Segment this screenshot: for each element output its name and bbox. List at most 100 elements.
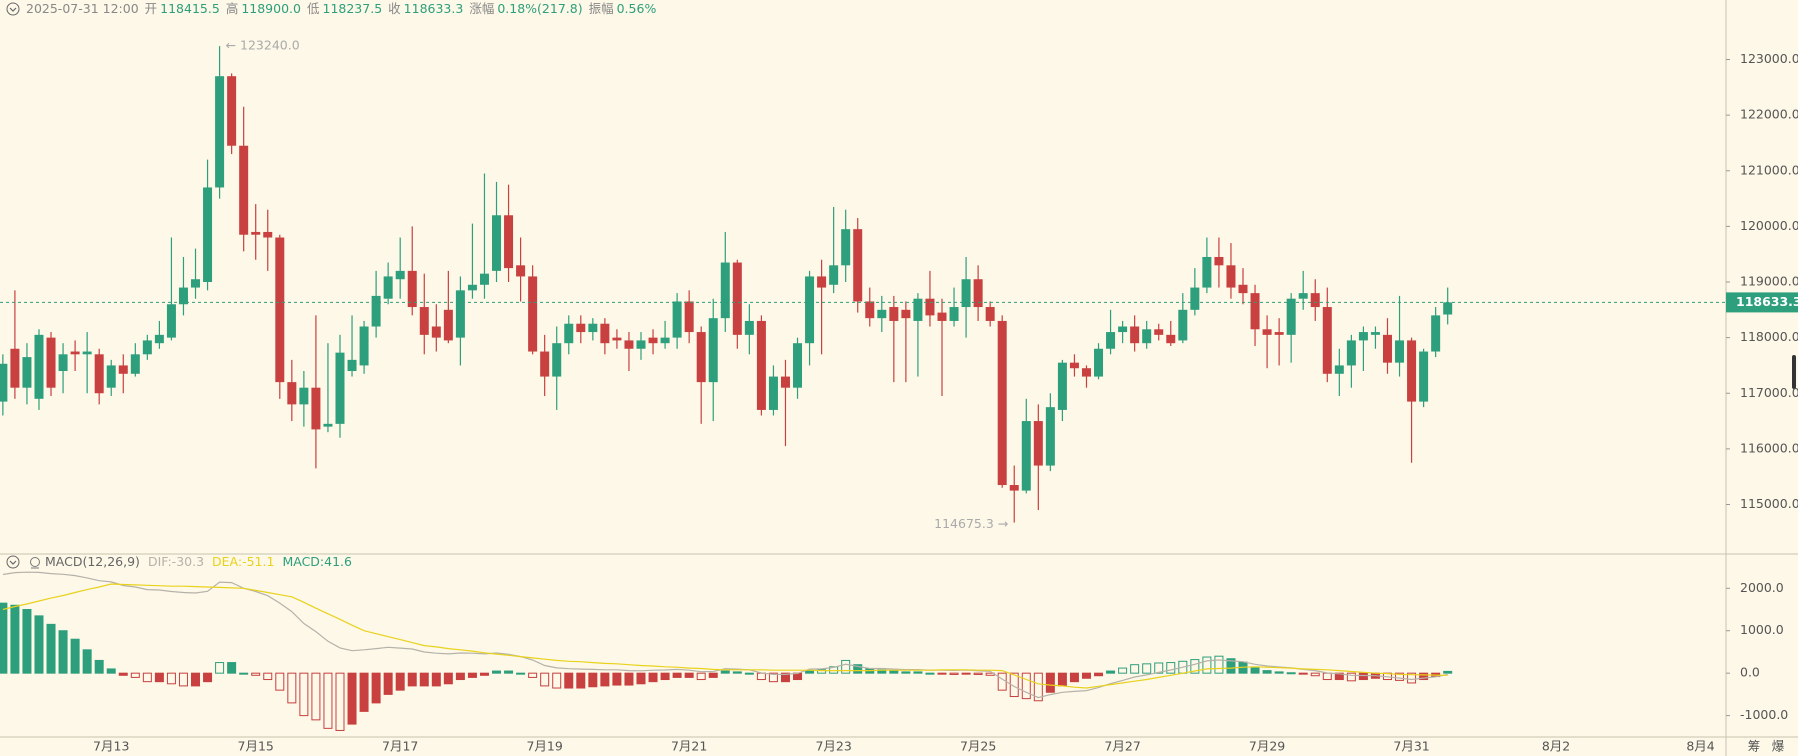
x-tick-label: 7月25 [960, 739, 996, 754]
candle-body [46, 337, 56, 388]
candle-body [311, 387, 321, 430]
macd-bar [1033, 672, 1043, 702]
candle-body [287, 382, 297, 405]
macd-bar [1021, 672, 1031, 700]
candle-body [1358, 332, 1368, 341]
macd-bar [889, 670, 899, 674]
macd-header: MACD(12,26,9) DIF:-30.3 DEA:-51.1 MACD:41.6 [45, 554, 352, 569]
low-annotation: 114675.3 → [934, 516, 1008, 531]
candle-body [720, 262, 730, 319]
candle-body [1142, 329, 1152, 344]
candle-body [901, 309, 911, 319]
macd-bar [82, 649, 92, 674]
macd-bar [1226, 658, 1236, 674]
macd-bar [1154, 662, 1164, 674]
macd-bar [576, 672, 586, 689]
candle-body [455, 290, 465, 338]
candle-body [600, 323, 610, 344]
toolbar-button[interactable]: 爆 [1772, 739, 1785, 754]
macd-bar [540, 672, 550, 687]
collapse-icon[interactable] [6, 555, 20, 569]
legend-entry: DIF:-30.3 [148, 554, 204, 569]
candle-body [865, 301, 875, 319]
macd-bar [973, 672, 983, 675]
candle-body [1214, 256, 1224, 266]
toolbar-button[interactable]: 筹 [1748, 739, 1761, 754]
macd-bar [1250, 667, 1260, 674]
macd-bar [600, 672, 610, 687]
macd-bar [720, 670, 730, 674]
candle-body [275, 237, 285, 383]
x-tick-label: 7月29 [1249, 739, 1285, 754]
ohlc-header: 2025-07-31 12:00 开 118415.5 高 118900.0 低 11823… [26, 1, 656, 16]
candle-body [504, 215, 514, 269]
candle-body [756, 320, 766, 410]
macd-bar [708, 672, 718, 678]
macd-bar [612, 672, 622, 686]
candle-body [1021, 421, 1031, 491]
candle-body [94, 354, 104, 394]
macd-bar [1190, 659, 1200, 674]
macd-bar [1274, 671, 1284, 674]
candle-body [215, 76, 225, 188]
candle-body [166, 304, 176, 338]
macd-bar [479, 672, 489, 676]
macd-bar [817, 669, 827, 674]
candle-body [467, 284, 477, 291]
candle-body [1130, 326, 1140, 344]
candle-body [0, 363, 8, 402]
macd-bar [227, 662, 237, 674]
candle-body [612, 337, 622, 341]
candle-body [191, 279, 201, 288]
candle-body [1262, 329, 1272, 335]
macd-bar [335, 672, 345, 731]
candle-body [1118, 326, 1128, 333]
macd-bar [431, 672, 441, 687]
candle-body [805, 276, 815, 344]
macd-bar [1358, 672, 1368, 681]
candle-body [347, 359, 357, 372]
x-tick-label: 7月19 [526, 739, 562, 754]
macd-bar [1166, 662, 1176, 674]
y-tick-label: 115000.0 [1740, 496, 1798, 511]
candle-body [636, 340, 646, 349]
candle-body [648, 337, 658, 344]
legend-entry: DEA:-51.1 [212, 554, 274, 569]
candle-body [323, 423, 333, 427]
candle-body [1419, 351, 1429, 402]
header-label: 低 [307, 1, 320, 16]
collapse-icon[interactable] [6, 2, 20, 16]
y-tick-label: 2000.0 [1740, 580, 1784, 595]
last-price-box [1726, 292, 1798, 313]
candle-body [299, 387, 309, 405]
x-tick-label: 7月23 [815, 739, 851, 754]
candle-body [395, 270, 405, 280]
macd-bar [756, 672, 766, 681]
candle-body [1382, 334, 1392, 363]
macd-bar [1322, 672, 1332, 681]
candle-body [564, 323, 574, 344]
x-tick-label: 7月13 [93, 739, 129, 754]
macd-bar [624, 672, 634, 686]
candle-body [1274, 332, 1284, 335]
macd-bar [1214, 655, 1224, 674]
macd-bar [1118, 667, 1128, 674]
macd-bar [937, 672, 947, 675]
scroll-handle[interactable] [1792, 355, 1796, 389]
x-tick-label: 7月31 [1393, 739, 1429, 754]
candle-body [1081, 368, 1091, 377]
macd-bar [913, 671, 923, 674]
candle-body [1250, 293, 1260, 330]
macd-bar [203, 672, 213, 683]
candle-body [997, 320, 1007, 486]
candle-body [1178, 309, 1188, 341]
macd-bar [528, 672, 538, 678]
header-value: 118633.3 [404, 1, 464, 16]
candle-body [479, 273, 489, 285]
candle-body [877, 309, 887, 319]
candle-body [949, 307, 959, 321]
macd-bar [34, 615, 44, 674]
alert-icon[interactable] [30, 557, 40, 569]
header-value: 0.56% [617, 1, 657, 16]
candle-body [1238, 284, 1248, 294]
